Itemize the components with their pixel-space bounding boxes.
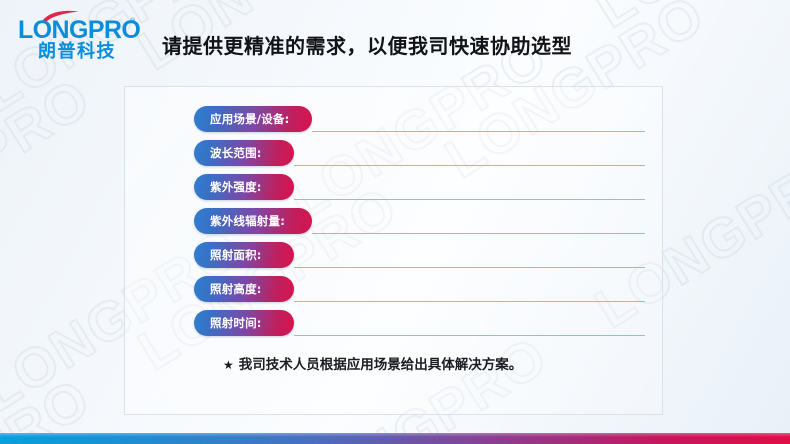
field-input-line[interactable] — [312, 233, 645, 234]
field-label-pill: 照射时间: — [194, 310, 294, 336]
field-input-line[interactable] — [294, 267, 645, 268]
field-label-text: 应用场景/设备: — [210, 112, 290, 126]
form-field-row: 照射高度: — [194, 276, 645, 302]
field-label-text: 照射高度: — [210, 282, 262, 296]
field-input-line[interactable] — [312, 131, 645, 132]
field-label-pill: 照射高度: — [194, 276, 294, 302]
form-field-row: 照射面积: — [194, 242, 645, 268]
field-label-pill: 紫外线辐射量: — [194, 208, 312, 234]
watermark-text: LONGPRO — [584, 0, 790, 41]
bottom-bar-gloss — [0, 433, 790, 437]
form-field-row: 紫外线辐射量: — [194, 208, 645, 234]
field-label-text: 波长范围: — [210, 146, 262, 160]
field-input-line[interactable] — [294, 165, 645, 166]
field-label-text: 照射面积: — [210, 248, 262, 262]
field-label-text: 照射时间: — [210, 316, 262, 330]
note-line: ★ 我司技术人员根据应用场景给出具体解决方案。 — [223, 353, 522, 373]
logo-latin-text: LONGPRO — [18, 16, 141, 44]
field-label-pill: 应用场景/设备: — [194, 106, 312, 132]
logo-chinese-text: 朗普科技 — [38, 41, 116, 62]
form-field-row: 波长范围: — [194, 140, 645, 166]
field-label-pill: 紫外强度: — [194, 174, 294, 200]
page-title: 请提供更精准的需求，以便我司快速协助选型 — [162, 34, 572, 58]
field-label-text: 紫外强度: — [210, 180, 262, 194]
field-label-pill: 照射面积: — [194, 242, 294, 268]
field-input-line[interactable] — [294, 301, 645, 302]
note-text: 我司技术人员根据应用场景给出具体解决方案。 — [238, 357, 523, 373]
form-field-row: 应用场景/设备: — [194, 106, 645, 132]
star-icon: ★ — [223, 358, 234, 372]
field-label-pill: 波长范围: — [194, 140, 294, 166]
field-label-text: 紫外线辐射量: — [210, 214, 285, 228]
logo-swoosh-icon — [41, 10, 79, 23]
bottom-accent-bar — [0, 433, 790, 444]
form-panel: 应用场景/设备: 波长范围: 紫外强度: 紫外线辐射量: 照射面积: 照射高度: 照射时间:… — [124, 86, 663, 415]
form-field-row: 紫外强度: — [194, 174, 645, 200]
company-logo: LONGPRO ® 朗普科技 — [18, 10, 144, 62]
watermark-text: LONGPRO — [0, 65, 102, 274]
field-input-line[interactable] — [294, 199, 645, 200]
form-field-row: 照射时间: — [194, 310, 645, 336]
logo-registered-mark: ® — [130, 18, 136, 25]
field-input-line[interactable] — [294, 335, 645, 336]
